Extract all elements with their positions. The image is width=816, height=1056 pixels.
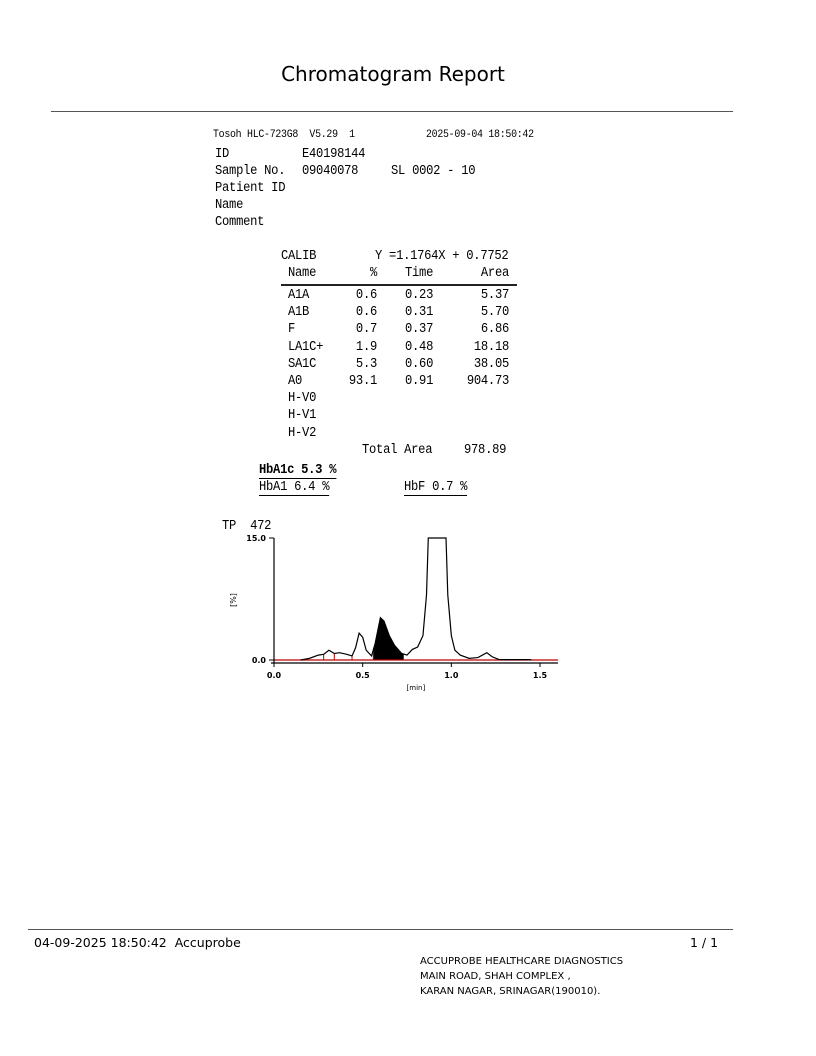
x-tick-label: 1.5 bbox=[533, 671, 548, 680]
id-value: E40198144 bbox=[302, 147, 366, 162]
table-cell-percent: 0.6 bbox=[355, 288, 377, 303]
table-cell-name: H-V0 bbox=[288, 391, 317, 407]
comment-label: Comment bbox=[215, 215, 265, 230]
report-title: Chromatogram Report bbox=[281, 62, 505, 86]
chromatogram-chart: 0.0 15.0 0.0 0.5 1.0 1.5 [min] [%] bbox=[229, 534, 558, 692]
table-cell-time: 0.23 bbox=[405, 288, 434, 303]
table-cell-time: 0.48 bbox=[405, 339, 434, 355]
table-cell-name: A1A bbox=[288, 288, 310, 303]
table-cell-area: 38.05 bbox=[473, 356, 509, 372]
address-line: KARAN NAGAR, SRINAGAR(190010). bbox=[420, 986, 601, 997]
hba1-result: HbA1 6.4 % bbox=[259, 480, 330, 496]
calib-label: CALIB bbox=[281, 249, 317, 264]
column-header-name: Name bbox=[288, 266, 317, 281]
table-cell-percent: 0.7 bbox=[355, 322, 377, 338]
table-cell-area: 904.73 bbox=[466, 374, 509, 389]
table-cell-name: H-V2 bbox=[288, 425, 317, 441]
table-cell-area: 18.18 bbox=[473, 339, 509, 355]
hbf-result: HbF 0.7 % bbox=[404, 480, 468, 496]
sa1c-filled-peak bbox=[373, 617, 404, 660]
total-area-label: Total Area bbox=[362, 443, 433, 458]
run-datetime: 2025-09-04 18:50:42 bbox=[426, 129, 534, 141]
table-cell-name: A0 bbox=[288, 374, 303, 389]
x-tick-label: 0.5 bbox=[356, 671, 371, 680]
chromatogram-trace bbox=[300, 537, 532, 661]
table-cell-time: 0.31 bbox=[405, 305, 434, 321]
calib-equation: Y =1.1764X + 0.7752 bbox=[375, 249, 509, 264]
tp-label: TP 472 bbox=[222, 519, 272, 534]
instrument-info: Tosoh HLC-723G8 V5.29 1 bbox=[213, 129, 355, 141]
id-label: ID bbox=[215, 147, 230, 162]
table-cell-area: 6.86 bbox=[480, 322, 509, 338]
table-cell-percent: 0.6 bbox=[355, 305, 377, 321]
table-cell-name: LA1C+ bbox=[288, 339, 324, 355]
footer-divider bbox=[28, 929, 733, 930]
address-line: MAIN ROAD, SHAH COMPLEX , bbox=[420, 971, 571, 982]
table-cell-area: 5.37 bbox=[480, 288, 509, 303]
table-cell-name: F bbox=[288, 322, 296, 338]
y-axis-label: [%] bbox=[229, 593, 238, 607]
column-header-area: Area bbox=[480, 266, 509, 281]
address-line: ACCUPROBE HEALTHCARE DIAGNOSTICS bbox=[420, 956, 624, 967]
table-cell-name: A1B bbox=[288, 305, 310, 321]
sample-position: SL 0002 - 10 bbox=[391, 164, 476, 179]
table-cell-time: 0.91 bbox=[405, 374, 434, 389]
table-cell-percent: 5.3 bbox=[355, 356, 377, 372]
name-label: Name bbox=[215, 198, 244, 213]
table-cell-area: 5.70 bbox=[480, 305, 509, 321]
table-cell-time: 0.60 bbox=[405, 356, 434, 372]
x-axis-label: [min] bbox=[407, 684, 426, 692]
x-tick-label: 1.0 bbox=[444, 671, 459, 680]
sample-label: Sample No. bbox=[215, 164, 286, 179]
column-header-time: Time bbox=[405, 266, 434, 281]
table-cell-time: 0.37 bbox=[405, 322, 434, 338]
lab-address: ACCUPROBE HEALTHCARE DIAGNOSTICS MAIN ROA… bbox=[420, 954, 623, 999]
table-cell-name: H-V1 bbox=[288, 408, 317, 424]
x-tick-label: 0.0 bbox=[267, 671, 282, 680]
table-cell-percent: 93.1 bbox=[348, 374, 377, 389]
y-tick-label: 15.0 bbox=[246, 534, 266, 543]
header-divider bbox=[51, 111, 733, 112]
table-header-rule bbox=[281, 284, 517, 286]
table-cell-name: SA1C bbox=[288, 356, 317, 372]
table-cell-percent: 1.9 bbox=[355, 339, 377, 355]
hba1c-result: HbA1c 5.3 % bbox=[259, 463, 337, 479]
sample-value: 09040078 bbox=[302, 164, 359, 179]
column-header-percent: % bbox=[369, 266, 377, 281]
y-tick-label: 0.0 bbox=[252, 656, 267, 665]
print-info: 04-09-2025 18:50:42 Accuprobe bbox=[34, 935, 241, 950]
total-area-value: 978.89 bbox=[464, 443, 507, 458]
page-number: 1 / 1 bbox=[690, 935, 719, 950]
patient-id-label: Patient ID bbox=[215, 181, 286, 196]
